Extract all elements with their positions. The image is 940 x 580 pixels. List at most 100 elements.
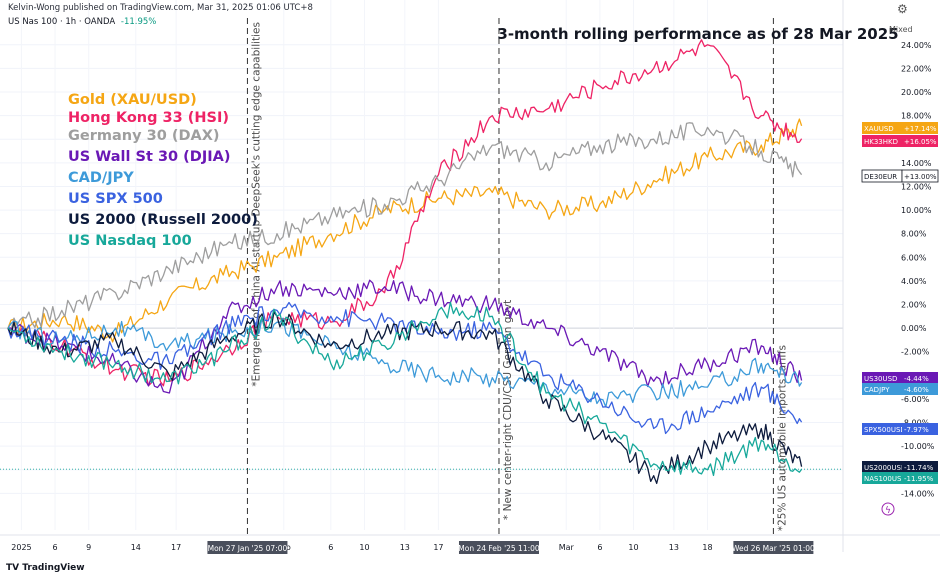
x-tick-label: 2025 (11, 543, 31, 552)
series-line-gold (7, 118, 803, 343)
price-tag-ticker: DE30EUR (864, 173, 897, 181)
y-tick-label: 20.00% (901, 88, 932, 97)
event-annotation-text: * New center-right CDU/CSU German govt (502, 300, 514, 520)
x-highlight-label: Mon 24 Feb '25 11:00 (458, 544, 540, 553)
x-tick-label: 10 (359, 543, 369, 552)
legend-cadjpy: CAD/JPY (68, 170, 134, 186)
price-tag-ticker-bg (862, 122, 902, 134)
event-annotation-text: *25% US automobile imports tariffs (776, 345, 788, 531)
axes: 24.00%22.00%20.00%18.00%16.00%14.00%12.0… (0, 0, 940, 554)
price-tag-ticker-bg (862, 135, 902, 147)
y-tick-label: 18.00% (901, 112, 932, 121)
price-tag-value: -11.74% (904, 464, 934, 472)
x-tick-label: 13 (669, 543, 679, 552)
price-tag-ticker: CADJPY (864, 386, 890, 394)
x-highlight-box (458, 541, 539, 554)
tradingview-logo[interactable]: 𝗧𝗩 TradingView (6, 563, 85, 573)
x-tick-label: 6 (328, 543, 333, 552)
x-tick-label: 9 (86, 543, 91, 552)
price-tag-value: +16.05% (904, 138, 937, 146)
grid-layer (0, 0, 843, 530)
y-tick-label: -14.00% (901, 489, 935, 498)
y-tick-label: 6.00% (901, 253, 927, 262)
tv-brand-text: TradingView (22, 563, 85, 573)
legend-spx: US SPX 500 (68, 191, 163, 207)
price-tag-value-bg (902, 423, 938, 435)
event-annotation: *25% US automobile imports tariffs (776, 345, 788, 531)
y-tick-label: 12.00% (901, 182, 932, 191)
chart-title: 3-month rolling performance as of 28 Mar… (497, 25, 898, 43)
x-highlight-label: Mon 27 Jan '25 07:00 (208, 544, 288, 553)
legend-djia: US Wall St 30 (DJIA) (68, 149, 231, 165)
event-markers: *Emergence of China AI-startup DeepSeek'… (246, 18, 788, 535)
price-tag-ticker: US30USD (864, 375, 897, 383)
series-line-dax (7, 122, 803, 331)
tv-logo-icon: 𝗧𝗩 (6, 563, 20, 573)
symbol-info[interactable]: US Nas 100 · 1h · OANDA -11.95% (8, 17, 156, 27)
y-tick-label: 14.00% (901, 159, 932, 168)
legend-hsi: Hong Kong 33 (HSI) (68, 110, 229, 126)
price-tag-ticker-bg (862, 423, 902, 435)
price-tag-ticker-bg (862, 461, 902, 473)
price-tag-value-bg (902, 135, 938, 147)
event-annotation-text: *Emergence of China AI-startup DeepSeek'… (250, 22, 262, 387)
lightning-icon: ϟ (885, 506, 891, 516)
symbol-change: -11.95% (120, 17, 157, 27)
price-tag-value: -11.95% (904, 475, 934, 483)
legend-dax: Germany 30 (DAX) (68, 128, 220, 144)
x-highlight-label: Wed 26 Mar '25 01:00 (732, 544, 815, 553)
price-tag-value-bg (901, 169, 939, 183)
price-tag-ticker: SPX500USD (864, 426, 906, 434)
gear-icon[interactable]: ⚙ (897, 2, 908, 16)
x-tick-label: Mar (559, 543, 575, 552)
publisher-info: Kelvin-Wong published on TradingView.com… (8, 3, 313, 13)
legend-russell: US 2000 (Russell 2000) (68, 212, 258, 228)
y-tick-label: 2.00% (901, 301, 927, 310)
price-tag-ticker-bg (862, 383, 902, 395)
price-tag-ticker-bg (862, 372, 902, 384)
event-annotation: * New center-right CDU/CSU German govt (502, 300, 514, 520)
y-tick-label: 24.00% (901, 41, 932, 50)
x-highlight-box (207, 541, 288, 554)
price-tag-value: -7.97% (904, 426, 929, 434)
price-tag-ticker: US2000USD (864, 464, 906, 472)
series-line-cadjpy (7, 316, 803, 408)
price-tag-value-bg (902, 122, 938, 134)
x-tick-label: 6 (53, 543, 58, 552)
y-tick-label: -6.00% (901, 395, 930, 404)
y-tick-label: 8.00% (901, 230, 927, 239)
alert-icon (881, 502, 895, 516)
price-tag-ticker: HK33HKD (864, 138, 898, 146)
legend-nasdaq: US Nasdaq 100 (68, 233, 192, 249)
price-tag-value-bg (902, 472, 938, 484)
x-tick-label: 10 (628, 543, 638, 552)
x-tick-label: 14 (131, 543, 141, 552)
y-tick-label: 0.00% (901, 324, 927, 333)
series-line-nasdaq (7, 301, 803, 477)
price-tag-ticker: NAS100USD (864, 475, 907, 483)
y-tick-label: 10.00% (901, 206, 932, 215)
y-tick-label: 22.00% (901, 64, 932, 73)
price-tag-value: +13.00% (904, 173, 937, 181)
price-tag-value-bg (902, 461, 938, 473)
symbol-name: US Nas 100 · 1h · OANDA (8, 17, 116, 27)
x-tick-label: 13 (400, 543, 410, 552)
x-tick-label: 17 (433, 543, 443, 552)
price-tag-value: -4.44% (904, 375, 929, 383)
y-tick-label: -10.00% (901, 442, 935, 451)
x-tick-label: 18 (702, 543, 712, 552)
price-tag-value: +17.14% (904, 125, 937, 133)
x-tick-label: 17 (171, 543, 181, 552)
price-tag-value-bg (902, 372, 938, 384)
series-line-russell (7, 311, 803, 485)
price-tag-value: -4.60% (904, 386, 929, 394)
scale-mode[interactable]: Mixed (889, 25, 913, 34)
price-tag-ticker-bg (862, 472, 902, 484)
price-tags: XAUUSD +17.14% HK33HKD +16.05% DE30EUR +13.00… (861, 122, 939, 484)
x-tick-label: 6 (597, 543, 602, 552)
y-tick-label: -2.00% (901, 348, 930, 357)
price-tag-value-bg (902, 383, 938, 395)
legend-gold: Gold (XAU/USD) (68, 92, 197, 108)
